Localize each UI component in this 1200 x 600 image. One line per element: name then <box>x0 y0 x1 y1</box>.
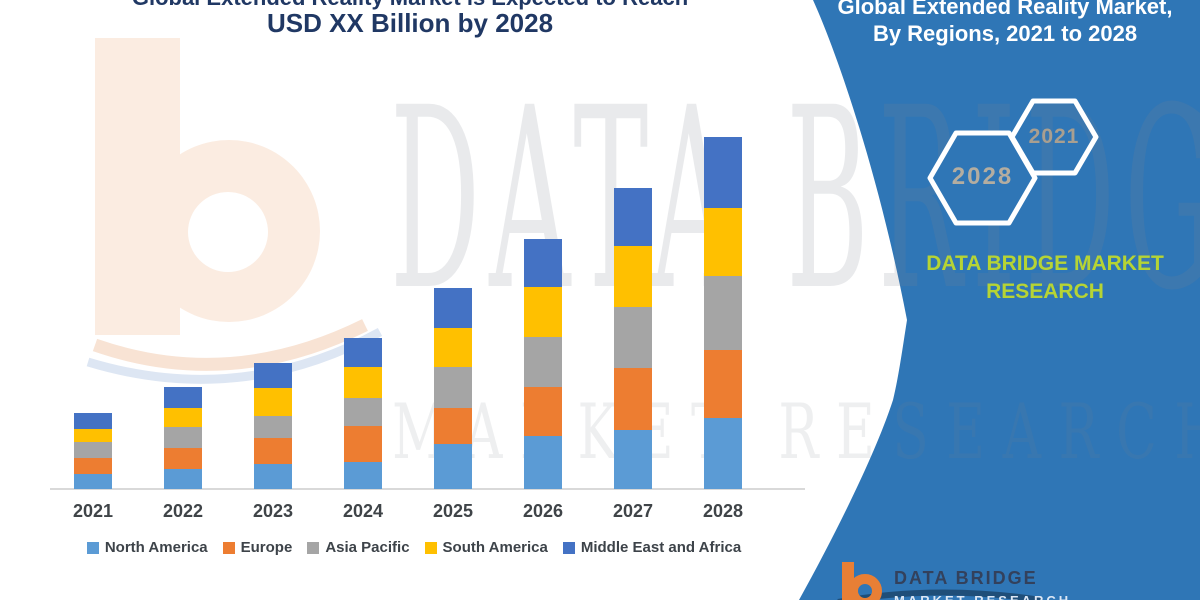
panel-heading-line1: Global Extended Reality Market, <box>837 0 1173 19</box>
legend-item-asia-pacific: Asia Pacific <box>307 539 410 556</box>
bar-segment-asia-pacific-2026 <box>524 337 562 387</box>
panel-brand-line2: RESEARCH <box>986 280 1104 303</box>
hexagon-2021-label: 2021 <box>1028 125 1080 148</box>
chart-legend: North America Europe Asia Pacific South Ame… <box>40 539 788 556</box>
bar-segment-asia-pacific-2022 <box>164 427 202 448</box>
bar-segment-south-america-2026 <box>524 287 562 337</box>
bar-segment-europe-2022 <box>164 448 202 469</box>
bar-segment-europe-2023 <box>254 438 292 464</box>
bar-segment-middle-east-and-africa-2024 <box>344 338 382 367</box>
stacked-bar-chart: 2021 2022 2023 2024 2025 2026 2027 2028 <box>40 0 820 521</box>
bar-segment-middle-east-and-africa-2023 <box>254 363 292 388</box>
bar-segment-asia-pacific-2024 <box>344 398 382 426</box>
bar-segment-middle-east-and-africa-2021 <box>74 413 112 429</box>
legend-item-north-america: North America <box>86 539 208 556</box>
bar-segment-south-america-2021 <box>74 429 112 442</box>
legend-label-south-america: South America <box>442 539 548 556</box>
bar-segment-asia-pacific-2028 <box>704 276 742 350</box>
bar-segment-middle-east-and-africa-2025 <box>434 288 472 328</box>
bar-segment-south-america-2023 <box>254 388 292 416</box>
bar-segment-middle-east-and-africa-2022 <box>164 387 202 408</box>
bar-segment-middle-east-and-africa-2028 <box>704 137 742 208</box>
bar-segment-europe-2021 <box>74 458 112 474</box>
x-axis-label-2025: 2025 <box>432 501 474 521</box>
footer-logo-subtitle-clipped: MARKET RESEARCH <box>894 593 1071 600</box>
chart-title-line1-clipped: Global Extended Reality Market is Expect… <box>0 0 820 11</box>
legend-label-europe: Europe <box>240 539 293 556</box>
bar-segment-south-america-2027 <box>614 246 652 307</box>
panel-heading-line2: By Regions, 2021 to 2028 <box>872 21 1138 46</box>
hexagon-2028-label: 2028 <box>951 163 1014 190</box>
panel-brand-line1: DATA BRIDGE MARKET <box>926 252 1164 275</box>
bar-segment-asia-pacific-2027 <box>614 307 652 368</box>
bar-segment-north-america-2025 <box>434 444 472 489</box>
bar-segment-north-america-2024 <box>344 462 382 489</box>
bar-segment-middle-east-and-africa-2027 <box>614 188 652 246</box>
bar-segment-north-america-2021 <box>74 474 112 489</box>
hexagon-2028 <box>927 130 1038 226</box>
hexagon-badges <box>927 98 1099 226</box>
footer-b-logo-bowl <box>848 574 882 600</box>
bar-segment-europe-2027 <box>614 368 652 430</box>
x-axis-label-2023: 2023 <box>252 501 294 521</box>
bar-segment-south-america-2028 <box>704 208 742 276</box>
bar-segment-north-america-2023 <box>254 464 292 489</box>
x-axis-label-2024: 2024 <box>342 501 384 521</box>
legend-swatch-asia-pacific <box>307 541 320 554</box>
bar-segment-north-america-2022 <box>164 469 202 489</box>
legend-item-south-america: South America <box>424 539 548 556</box>
legend-swatch-south-america <box>424 541 437 554</box>
x-axis-label-2021: 2021 <box>72 501 114 521</box>
x-axis-label-2028: 2028 <box>702 501 744 521</box>
legend-item-middle-east-and-africa: Middle East and Africa <box>562 539 742 556</box>
x-axis-label-2022: 2022 <box>162 501 204 521</box>
watermark-swoosh <box>86 319 383 384</box>
bar-segment-europe-2025 <box>434 408 472 444</box>
footer-logo-title: DATA BRIDGE <box>894 568 1038 588</box>
legend-label-asia-pacific: Asia Pacific <box>325 539 410 556</box>
legend-swatch-europe <box>222 541 235 554</box>
x-axis-label-2026: 2026 <box>522 501 564 521</box>
x-axis-line <box>50 488 805 490</box>
footer-logo: DATA BRIDGE MARKET RESEARCH <box>836 556 1196 600</box>
bar-segment-asia-pacific-2025 <box>434 367 472 408</box>
bar-segment-europe-2028 <box>704 350 742 418</box>
bar-segment-north-america-2027 <box>614 430 652 489</box>
chart-title: USD XX Billion by 2028 <box>266 8 554 38</box>
panel-brand-text: DATA BRIDGE MARKET RESEARCH <box>880 250 1200 306</box>
bar-segment-north-america-2026 <box>524 436 562 489</box>
bar-segment-north-america-2028 <box>704 418 742 489</box>
legend-item-europe: Europe <box>222 539 293 556</box>
bar-segment-asia-pacific-2023 <box>254 416 292 438</box>
bar-segment-europe-2024 <box>344 426 382 462</box>
bar-segment-asia-pacific-2021 <box>74 442 112 458</box>
legend-label-middle-east-and-africa: Middle East and Africa <box>580 539 742 556</box>
bar-segment-europe-2026 <box>524 387 562 436</box>
bar-segment-south-america-2024 <box>344 367 382 398</box>
bar-segment-south-america-2022 <box>164 408 202 427</box>
legend-swatch-north-america <box>86 541 99 554</box>
panel-heading: Global Extended Reality Market, By Regio… <box>830 0 1180 47</box>
bar-segment-south-america-2025 <box>434 328 472 367</box>
bar-segment-middle-east-and-africa-2026 <box>524 239 562 287</box>
legend-swatch-middle-east-and-africa <box>562 541 575 554</box>
legend-label-north-america: North America <box>104 539 208 556</box>
watermark-b-bowl-hole <box>188 192 268 272</box>
x-axis-label-2027: 2027 <box>612 501 654 521</box>
